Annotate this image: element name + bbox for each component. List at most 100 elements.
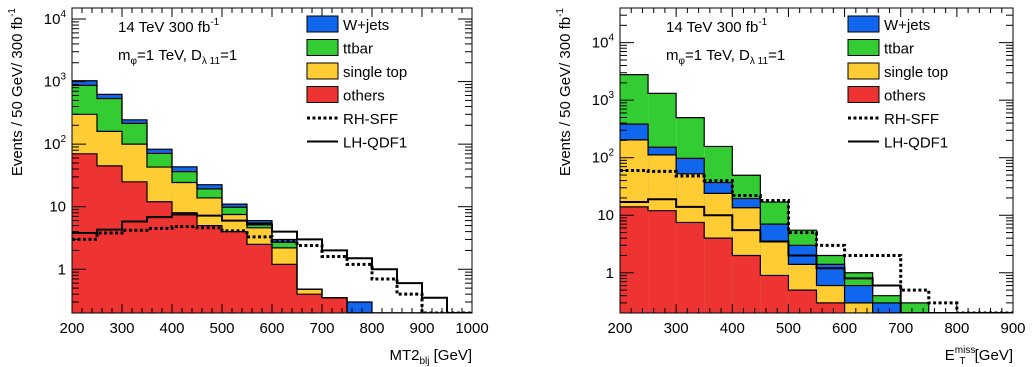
legend-item-w-jets: W+jets <box>306 15 389 34</box>
legend-item-w-jets: W+jets <box>847 15 930 34</box>
legend-item-lh-qdf1: LH-QDF1 <box>307 135 407 152</box>
x-tick-label: 600 <box>259 320 284 337</box>
stack-outline-others <box>72 153 472 313</box>
y-tick-label: 1 <box>606 265 614 282</box>
legend-item-single-top: single top <box>847 62 948 81</box>
legend-item-rh-sff: RH-SFF <box>848 111 939 128</box>
bar-others-10 <box>322 297 347 313</box>
annotation-line-2: mφ=1 TeV, Dλ 11=1 <box>118 47 237 67</box>
y-tick-label: 103 <box>592 90 615 109</box>
y-tick-label: 10 <box>49 199 66 216</box>
legend-swatch <box>847 39 880 56</box>
legend-swatch <box>847 86 880 103</box>
bar-others-5 <box>760 275 789 313</box>
y-axis: 1 10 102 103 104 <box>592 7 1013 314</box>
series-line-lh-qdf1 <box>620 198 1013 313</box>
legend-label: others <box>884 88 926 105</box>
annotation-line-1: 14 TeV 300 fb-1 <box>118 17 220 36</box>
series-line-lh-qdf1 <box>72 213 472 313</box>
bar-others-3 <box>147 201 172 313</box>
y-tick-label: 10 <box>597 207 614 224</box>
y-tick-label: 103 <box>44 72 67 91</box>
bar-others-9 <box>297 294 322 313</box>
x-tick-label: 600 <box>832 320 857 337</box>
y-axis-label: Events / 50 GeV/ 300 fb-1 <box>7 8 26 177</box>
legend-label: RH-SFF <box>884 111 939 128</box>
legend-label: single top <box>343 64 407 81</box>
y-axis-label: Events / 50 GeV/ 300 fb-1 <box>555 8 574 177</box>
bar-others-3 <box>704 238 733 313</box>
bar-others-1 <box>97 165 122 313</box>
series-line-rh-sff <box>620 168 1013 313</box>
x-tick-label: 800 <box>359 320 384 337</box>
x-axis-label: Emiss T [GeV] <box>945 345 1013 367</box>
y-tick-label: 1 <box>58 261 66 278</box>
legend-label: ttbar <box>884 41 914 58</box>
stack-outline-ttbar <box>620 73 1013 313</box>
bar-others-4 <box>172 212 197 313</box>
x-tick-label: 700 <box>888 320 913 337</box>
legend-label: W+jets <box>884 17 930 34</box>
legend-label: LH-QDF1 <box>343 135 407 152</box>
legend-swatch <box>306 15 339 33</box>
chart-panel-left: 200 300 400 500 600 700 800 900 1000 1 10 102 103 104… <box>7 7 489 367</box>
annotation-line-1: 14 TeV 300 fb-1 <box>666 17 768 36</box>
y-tick-label: 102 <box>592 148 615 167</box>
x-tick-label: 500 <box>776 320 801 337</box>
bar-others-4 <box>732 255 761 313</box>
legend-item-ttbar: ttbar <box>306 39 373 58</box>
y-tick-label: 104 <box>592 33 615 52</box>
y-tick-label: 104 <box>44 9 67 28</box>
x-tick-label: 200 <box>59 320 84 337</box>
series-line-rh-sff <box>72 225 472 313</box>
x-axis: 200 300 400 500 600 700 800 900 <box>607 8 1026 337</box>
bar-others-8 <box>272 264 297 313</box>
x-tick-label: 500 <box>209 320 234 337</box>
x-tick-label: 400 <box>159 320 184 337</box>
plot-area <box>72 80 472 313</box>
x-axis-label: MT2blj [GeV] <box>389 347 472 367</box>
x-tick-label: 900 <box>409 320 434 337</box>
bar-w-jets-11 <box>347 301 372 313</box>
plot-area <box>620 73 1013 313</box>
x-tick-label: 800 <box>944 320 969 337</box>
y-tick-label: 102 <box>44 134 67 153</box>
annotation: 14 TeV 300 fb-1 mφ=1 TeV, Dλ 11=1 <box>118 17 237 67</box>
x-tick-label: 400 <box>720 320 745 337</box>
x-tick-label: 300 <box>109 320 134 337</box>
legend-item-rh-sff: RH-SFF <box>307 111 398 128</box>
bar-others-2 <box>122 181 147 313</box>
legend-swatch <box>306 39 339 56</box>
chart-panel-right: 200 300 400 500 600 700 800 900 1 10 102 103 104 Even… <box>555 7 1026 367</box>
legend-swatch <box>847 15 880 33</box>
legend-swatch <box>847 62 880 80</box>
legend: W+jets ttbar single top others RH-SFF LH-QDF1 <box>847 15 948 152</box>
x-tick-label: 900 <box>1000 320 1025 337</box>
bar-single-top-8 <box>844 302 873 313</box>
legend-label: LH-QDF1 <box>884 135 948 152</box>
bar-others-6 <box>222 231 247 313</box>
bar-w-jets-9 <box>872 302 901 313</box>
legend-label: single top <box>884 64 948 81</box>
bar-others-7 <box>247 244 272 313</box>
legend-item-ttbar: ttbar <box>847 39 914 58</box>
legend: W+jets ttbar single top others RH-SFF LH-QDF1 <box>306 15 407 152</box>
legend-item-single-top: single top <box>306 62 407 81</box>
legend-item-others: others <box>847 86 926 105</box>
x-axis: 200 300 400 500 600 700 800 900 1000 <box>59 8 489 337</box>
stack-outline-others <box>620 206 1013 313</box>
bar-others-1 <box>648 210 677 313</box>
x-tick-label: 700 <box>309 320 334 337</box>
bar-others-2 <box>676 222 705 313</box>
y-axis: 1 10 102 103 104 <box>44 9 472 314</box>
legend-item-others: others <box>306 86 385 105</box>
bar-others-7 <box>816 302 845 313</box>
bar-others-6 <box>788 290 817 313</box>
legend-label: RH-SFF <box>343 111 398 128</box>
legend-label: others <box>343 88 385 105</box>
annotation: 14 TeV 300 fb-1 mφ=1 TeV, Dλ 11=1 <box>666 17 785 67</box>
legend-swatch <box>306 86 339 103</box>
legend-label: ttbar <box>343 41 373 58</box>
x-tick-label: 200 <box>607 320 632 337</box>
